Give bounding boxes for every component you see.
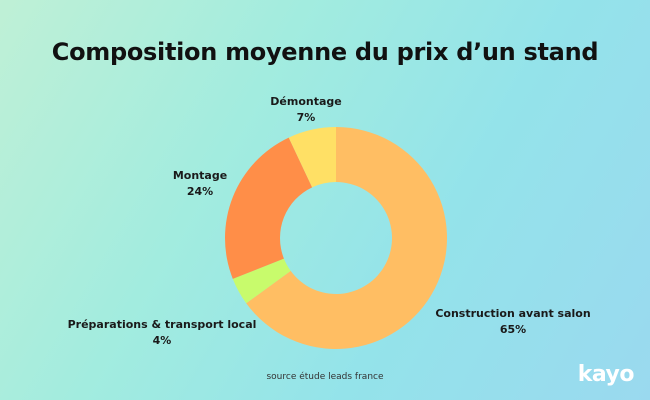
chart-title: Composition moyenne du prix d’un stand	[51, 38, 599, 66]
label-montage-name: Montage	[172, 169, 228, 182]
source-note: source étude leads france	[266, 372, 384, 382]
label-demontage-value: 7%	[296, 111, 316, 124]
label-construction-value: 65%	[499, 323, 527, 336]
slice-demontage	[288, 127, 336, 188]
label-construction-name: Construction avant salon	[435, 307, 591, 320]
label-preparations-name: Préparations & transport local	[67, 318, 257, 331]
label-demontage: Démontage 7%	[256, 94, 356, 126]
label-montage-value: 24%	[186, 185, 214, 198]
label-construction: Construction avant salon 65%	[418, 306, 608, 338]
label-demontage-name: Démontage	[270, 95, 342, 108]
slice-preparations	[232, 258, 291, 304]
label-preparations-value: 4%	[152, 334, 172, 347]
label-montage: Montage 24%	[155, 168, 245, 200]
label-preparations: Préparations & transport local 4%	[62, 317, 262, 349]
slice-montage	[225, 137, 313, 279]
brand-logo: kayo	[577, 362, 635, 387]
slice-construction	[246, 127, 447, 350]
